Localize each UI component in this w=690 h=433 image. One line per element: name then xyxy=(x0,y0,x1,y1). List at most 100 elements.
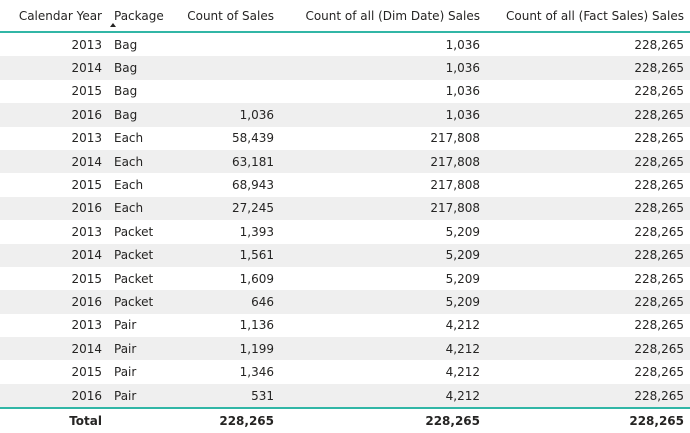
table-header: Calendar Year Package Count of Sales Cou… xyxy=(0,0,690,33)
cell-count-of-sales: 1,036 xyxy=(170,103,280,127)
table-row: 2014 Each 63,181 217,808 228,265 xyxy=(0,149,690,174)
cell-count-fact-sales-sales: 228,265 xyxy=(486,56,690,80)
cell-count-of-sales: 27,245 xyxy=(170,196,280,221)
column-header-calendar-year[interactable]: Calendar Year xyxy=(0,0,108,33)
cell-count-dim-date-sales: 4,212 xyxy=(280,383,486,409)
cell-count-dim-date-sales: 217,808 xyxy=(430,178,480,193)
sort-ascending-icon[interactable] xyxy=(110,23,116,27)
cell-package: Each xyxy=(108,196,170,221)
cell-calendar-year: 2014 xyxy=(0,337,108,361)
cell-count-dim-date-sales: 5,209 xyxy=(445,271,480,286)
cell-count-of-sales: 1,136 xyxy=(239,318,274,333)
table-row: 2016 Packet 646 5,209 228,265 xyxy=(0,290,690,314)
cell-calendar-year: 2013 xyxy=(71,131,102,146)
cell-calendar-year: 2016 xyxy=(0,103,108,127)
cell-count-fact-sales-sales: 228,265 xyxy=(486,149,690,174)
cell-package: Bag xyxy=(114,37,138,52)
cell-count-fact-sales-sales: 228,265 xyxy=(486,337,690,361)
cell-count-dim-date-sales: 4,212 xyxy=(445,365,480,380)
cell-count-dim-date-sales: 1,036 xyxy=(280,103,486,127)
cell-calendar-year: 2013 xyxy=(71,318,102,333)
cell-package: Each xyxy=(114,131,144,146)
total-count-dim-date-sales: 228,265 xyxy=(280,407,486,433)
table-row: 2013 Packet 1,393 5,209 228,265 xyxy=(0,220,690,243)
cell-count-of-sales: 531 xyxy=(170,383,280,409)
cell-count-dim-date-sales: 4,212 xyxy=(280,337,486,361)
cell-count-fact-sales-sales: 228,265 xyxy=(634,178,684,193)
column-header-count-of-sales[interactable]: Count of Sales xyxy=(170,0,280,33)
column-header-count-fact-sales-sales[interactable]: Count of all (Fact Sales) Sales xyxy=(486,0,690,33)
cell-count-fact-sales-sales: 228,265 xyxy=(634,365,684,380)
cell-calendar-year: 2014 xyxy=(0,243,108,267)
total-count-of-sales: 228,265 xyxy=(170,407,280,433)
cell-package: Packet xyxy=(108,290,170,314)
cell-count-dim-date-sales: 5,209 xyxy=(280,243,486,267)
cell-count-of-sales: 1,609 xyxy=(239,271,274,286)
cell-count-dim-date-sales: 217,808 xyxy=(280,149,486,174)
table-body: 2013 Bag 1,036 228,265 2014 Bag 1,036 228,265 20… xyxy=(0,32,690,409)
cell-count-of-sales: 68,943 xyxy=(232,178,274,193)
cell-package: Pair xyxy=(108,383,170,409)
table-row: 2015 Each 68,943 217,808 228,265 xyxy=(0,173,690,196)
cell-calendar-year: 2014 xyxy=(0,56,108,80)
table-row: 2014 Packet 1,561 5,209 228,265 xyxy=(0,243,690,267)
cell-package: Each xyxy=(114,178,144,193)
cell-calendar-year: 2015 xyxy=(71,178,102,193)
cell-count-dim-date-sales: 217,808 xyxy=(430,131,480,146)
cell-package: Packet xyxy=(114,271,154,286)
cell-count-of-sales: 646 xyxy=(170,290,280,314)
cell-package: Each xyxy=(108,149,170,174)
cell-count-of-sales: 63,181 xyxy=(170,149,280,174)
cell-count-dim-date-sales: 4,212 xyxy=(445,318,480,333)
cell-count-dim-date-sales: 1,036 xyxy=(445,84,480,99)
cell-calendar-year: 2015 xyxy=(71,84,102,99)
cell-package: Pair xyxy=(108,337,170,361)
header-row: Calendar Year Package Count of Sales Cou… xyxy=(0,0,690,33)
cell-count-fact-sales-sales: 228,265 xyxy=(634,271,684,286)
cell-count-fact-sales-sales: 228,265 xyxy=(634,131,684,146)
cell-count-of-sales xyxy=(170,80,280,103)
cell-package: Packet xyxy=(114,224,154,239)
total-row: Total 228,265 228,265 228,265 xyxy=(0,407,690,433)
table-row: 2016 Pair 531 4,212 228,265 xyxy=(0,383,690,409)
cell-count-fact-sales-sales: 228,265 xyxy=(486,196,690,221)
table-row: 2013 Each 58,439 217,808 228,265 xyxy=(0,127,690,150)
column-header-package[interactable]: Package xyxy=(108,0,170,33)
cell-count-fact-sales-sales: 228,265 xyxy=(634,318,684,333)
cell-count-of-sales: 1,346 xyxy=(239,365,274,380)
cell-count-dim-date-sales: 1,036 xyxy=(280,56,486,80)
cell-count-fact-sales-sales: 228,265 xyxy=(634,37,684,52)
cell-count-dim-date-sales: 5,209 xyxy=(445,224,480,239)
cell-count-fact-sales-sales: 228,265 xyxy=(486,383,690,409)
column-header-package-label: Package xyxy=(114,8,164,23)
cell-count-of-sales: 1,199 xyxy=(170,337,280,361)
total-label: Total xyxy=(0,407,108,433)
cell-count-of-sales xyxy=(170,32,280,56)
cell-calendar-year: 2016 xyxy=(0,290,108,314)
table-row: 2016 Bag 1,036 1,036 228,265 xyxy=(0,103,690,127)
cell-package: Bag xyxy=(108,56,170,80)
cell-package: Pair xyxy=(114,318,137,333)
cell-count-of-sales xyxy=(170,56,280,80)
column-header-count-dim-date-sales[interactable]: Count of all (Dim Date) Sales xyxy=(280,0,486,33)
cell-count-fact-sales-sales: 228,265 xyxy=(634,224,684,239)
cell-count-fact-sales-sales: 228,265 xyxy=(486,243,690,267)
cell-count-fact-sales-sales: 228,265 xyxy=(634,84,684,99)
cell-calendar-year: 2013 xyxy=(71,37,102,52)
total-package xyxy=(108,407,170,433)
total-count-fact-sales-sales: 228,265 xyxy=(486,407,690,433)
cell-calendar-year: 2016 xyxy=(0,383,108,409)
cell-count-dim-date-sales: 1,036 xyxy=(445,37,480,52)
table-row: 2013 Pair 1,136 4,212 228,265 xyxy=(0,314,690,337)
cell-count-of-sales: 58,439 xyxy=(232,131,274,146)
cell-count-fact-sales-sales: 228,265 xyxy=(486,290,690,314)
cell-count-dim-date-sales: 5,209 xyxy=(280,290,486,314)
cell-package: Bag xyxy=(114,84,138,99)
cell-calendar-year: 2016 xyxy=(0,196,108,221)
table-row: 2016 Each 27,245 217,808 228,265 xyxy=(0,196,690,221)
table-row: 2015 Packet 1,609 5,209 228,265 xyxy=(0,267,690,290)
cell-calendar-year: 2015 xyxy=(71,271,102,286)
cell-calendar-year: 2013 xyxy=(71,224,102,239)
